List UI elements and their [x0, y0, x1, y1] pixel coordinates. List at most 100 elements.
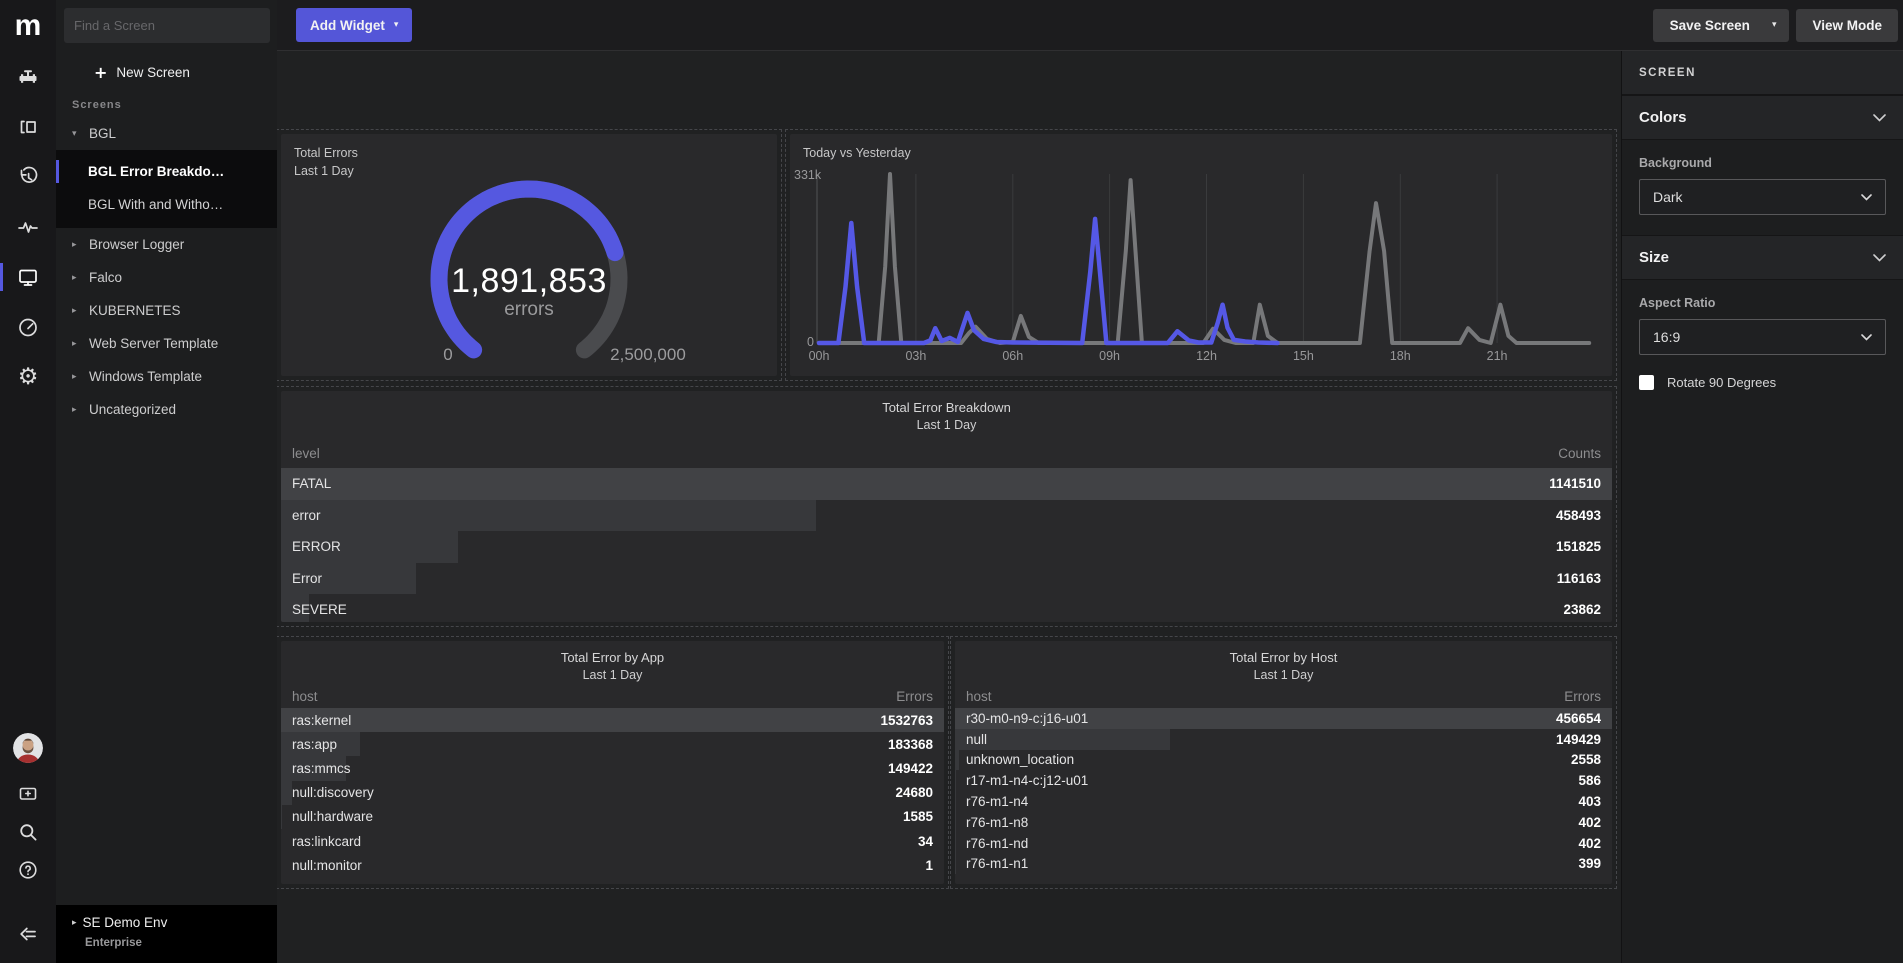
row-bar	[281, 531, 459, 563]
help-icon[interactable]	[0, 851, 56, 889]
gauge-arc	[430, 180, 628, 359]
row-value: 24680	[895, 785, 933, 801]
screen-item-browser-logger[interactable]: ▸ Browser Logger	[56, 228, 277, 261]
row-value: 456654	[1555, 710, 1601, 726]
today-vs-yesterday-chart-widget[interactable]: Today vs Yesterday 331k 0 00h 03h 06h 09h 12…	[790, 134, 1612, 376]
total-error-by-host-widget[interactable]: Total Error by Host Last 1 Day host Error…	[955, 641, 1612, 884]
aspect-ratio-value: 16:9	[1653, 329, 1681, 345]
y-axis-min-label: 0	[807, 335, 814, 349]
history-icon[interactable]	[0, 152, 56, 202]
svg-text:12h: 12h	[1196, 349, 1217, 363]
total-error-by-app-widget[interactable]: Total Error by App Last 1 Day host Errors…	[281, 641, 944, 884]
screen-item-web-server-template[interactable]: ▸ Web Server Template	[56, 327, 277, 360]
table-row: null 149429	[955, 728, 1612, 750]
screen-item-bgl-with-and-witho-[interactable]: BGL With and Witho…	[56, 188, 277, 221]
row-bar	[281, 780, 292, 805]
monitor-add-icon[interactable]	[0, 775, 56, 813]
row-value: 149429	[1555, 731, 1601, 747]
size-section-header[interactable]: Size	[1622, 235, 1903, 280]
screen-item-label: Browser Logger	[89, 237, 185, 252]
row-value: 402	[1578, 835, 1601, 851]
new-screen-label: New Screen	[116, 64, 190, 80]
screen-item-bgl-error-breakdo-[interactable]: BGL Error Breakdo…	[56, 155, 277, 188]
rotate-checkbox-row[interactable]: Rotate 90 Degrees	[1639, 375, 1886, 390]
screen-item-label: Uncategorized	[89, 402, 177, 417]
screen-item-falco[interactable]: ▸ Falco	[56, 261, 277, 294]
settings-icon[interactable]: ⚙	[17, 363, 39, 390]
row-label: ras:linkcard	[292, 833, 362, 849]
search-icon[interactable]	[0, 813, 56, 851]
table-row: ras:mmcs 149422	[281, 756, 944, 781]
line-chart-widget-cell: Today vs Yesterday 331k 0 00h 03h 06h 09h 12…	[785, 129, 1617, 381]
caret-right-icon: ▸	[72, 917, 77, 928]
aspect-ratio-select[interactable]: 16:9	[1639, 319, 1886, 355]
table-subtitle: Last 1 Day	[1253, 668, 1314, 682]
row-label: ras:kernel	[292, 712, 352, 728]
rotate-checkbox[interactable]	[1639, 375, 1654, 390]
activity-icon[interactable]	[0, 202, 56, 252]
screens-icon[interactable]	[0, 252, 56, 302]
screen-item-uncategorized[interactable]: ▸ Uncategorized	[56, 393, 277, 426]
row-label: null	[966, 731, 988, 747]
table-row: r76-m1-n4 403	[955, 791, 1612, 812]
background-value: Dark	[1653, 189, 1683, 205]
table-row: ras:app 183368	[281, 732, 944, 757]
rotate-label: Rotate 90 Degrees	[1667, 375, 1777, 390]
screen-item-bgl[interactable]: ▾ BGL	[56, 117, 277, 150]
caret-right-icon: ▸	[72, 305, 77, 316]
plus-icon: +	[94, 62, 108, 82]
save-screen-button[interactable]: Save Screen ▾	[1652, 8, 1790, 42]
add-widget-button[interactable]: Add Widget ▾	[296, 8, 413, 42]
screen-item-label: BGL With and Witho…	[88, 197, 224, 212]
pipeline-icon[interactable]	[0, 52, 56, 102]
screen-search-input[interactable]	[64, 8, 270, 43]
screen-group-children: BGL Error Breakdo… BGL With and Witho…	[56, 150, 277, 228]
row-bar	[955, 853, 956, 875]
colors-section-label: Colors	[1639, 109, 1687, 126]
svg-text:06h: 06h	[1002, 349, 1023, 363]
row-label: null:monitor	[292, 857, 362, 873]
caret-down-icon: ▾	[1771, 20, 1777, 30]
svg-text:03h: 03h	[905, 349, 926, 363]
row-label: ras:app	[292, 736, 338, 752]
svg-text:18h: 18h	[1390, 349, 1411, 363]
app-logo[interactable]: m	[14, 9, 42, 42]
gauge-min-label: 0	[443, 345, 453, 364]
user-avatar[interactable]	[13, 733, 43, 763]
table-row: FATAL 1141510	[281, 468, 1612, 500]
table-rows: ras:kernel 1532763 ras:app 183368 ras:mmcs 14…	[281, 708, 944, 877]
screens-list: ▾ BGL BGL Error Breakdo… BGL With and Witho…	[56, 117, 277, 426]
table-title: Total Error Breakdown	[882, 400, 1011, 415]
collapse-sidebar-icon[interactable]	[0, 915, 56, 953]
view-mode-button[interactable]: View Mode	[1796, 8, 1898, 42]
size-section-label: Size	[1639, 249, 1670, 266]
gauge-icon[interactable]	[0, 302, 56, 352]
row-bar	[281, 732, 361, 757]
row-value: 1585	[902, 809, 933, 825]
total-errors-gauge-widget[interactable]: Total Errors Last 1 Day 1,891,853 errors…	[281, 134, 777, 376]
background-select[interactable]: Dark	[1639, 179, 1886, 215]
table-row: ras:kernel 1532763	[281, 708, 944, 733]
row-bar	[955, 708, 1612, 729]
screen-item-kubernetes[interactable]: ▸ KUBERNETES	[56, 294, 277, 327]
row-label: r76-m1-n8	[966, 814, 1029, 830]
svg-text:09h: 09h	[1099, 349, 1120, 363]
total-error-breakdown-widget[interactable]: Total Error Breakdown Last 1 Day level Co…	[281, 391, 1612, 622]
row-label: r30-m0-n9-c:j16-u01	[966, 710, 1089, 726]
gauge-unit-label: errors	[504, 299, 554, 320]
colors-section-header[interactable]: Colors	[1622, 95, 1903, 140]
line-chart-plot: 00h 03h 06h 09h 12h 15h 18h 21h	[809, 172, 1592, 363]
table-row: null:monitor 1	[281, 853, 944, 877]
new-screen-button[interactable]: + New Screen	[56, 53, 277, 91]
row-bar	[281, 804, 282, 829]
panels-icon[interactable]	[0, 102, 56, 152]
widget-title: Total Errors Last 1 Day	[294, 146, 358, 179]
row-label: r76-m1-nd	[966, 835, 1029, 851]
table-header: host Errors	[292, 689, 933, 704]
org-switcher[interactable]: ▸ SE Demo Env Enterprise	[56, 905, 277, 963]
screen-item-label: Falco	[89, 270, 123, 285]
table-rows: r30-m0-n9-c:j16-u01 456654 null 149429 unkno…	[955, 708, 1612, 875]
screen-item-windows-template[interactable]: ▸ Windows Template	[56, 360, 277, 393]
table-row: error 458493	[281, 499, 1612, 531]
add-widget-label: Add Widget	[310, 17, 385, 33]
